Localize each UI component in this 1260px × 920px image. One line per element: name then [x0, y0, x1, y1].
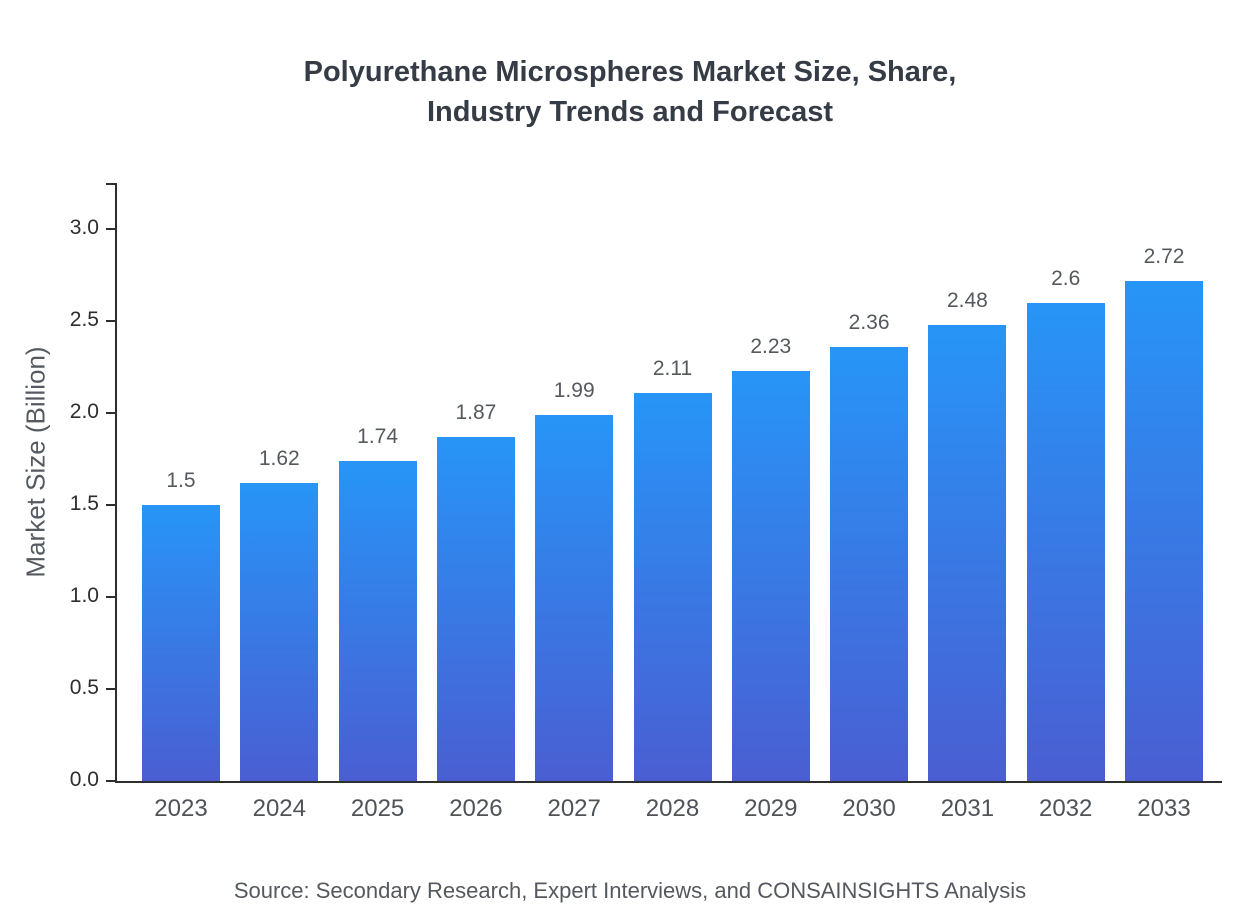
x-tick-label: 2028 — [645, 795, 700, 822]
y-axis-tick — [106, 228, 115, 230]
bar-value-label: 2.72 — [1143, 244, 1185, 268]
x-tick-label: 2027 — [547, 795, 601, 822]
bar-value-label: 1.5 — [166, 469, 196, 492]
bar-value-label: 1.87 — [455, 400, 497, 424]
bar-2030 — [830, 346, 909, 781]
x-tick-label: 2033 — [1137, 795, 1191, 822]
y-axis-tick — [106, 504, 115, 506]
x-tick-label: 2023 — [154, 795, 208, 822]
bar-2023 — [142, 505, 220, 781]
y-axis-tick — [106, 320, 115, 322]
y-axis-tick-label: 0.5 — [69, 676, 99, 699]
chart-title: Polyurethane Microspheres Market Size, S… — [303, 56, 957, 129]
y-axis-tick — [106, 412, 115, 414]
y-axis-tick — [106, 688, 115, 690]
x-tick-label: 2024 — [252, 795, 306, 822]
bar-2031 — [928, 324, 1007, 781]
bar-value-label: 2.6 — [1051, 266, 1081, 290]
bar-value-label: 1.74 — [357, 424, 399, 448]
bar-2033 — [1125, 280, 1203, 781]
x-tick-label: 2031 — [940, 795, 995, 822]
bar-2026 — [436, 436, 515, 781]
x-tick-label: 2026 — [449, 795, 503, 822]
y-axis-tick — [106, 596, 115, 598]
y-axis-tick-label: 3.0 — [69, 216, 99, 239]
y-axis-tick-label: 2.5 — [69, 308, 99, 331]
y-axis-title: Market Size (Billion) — [20, 346, 51, 578]
bar-value-label: 2.11 — [652, 356, 693, 380]
bar-value-label: 1.62 — [258, 446, 300, 470]
bar-2025 — [338, 460, 417, 781]
x-tick-label: 2029 — [744, 795, 798, 822]
bar-value-label: 2.23 — [750, 334, 792, 358]
plot-area: 0.0 0.5 1.0 1.5 2.0 2.5 3.0 1.5 2023 1.62 2024 1.74… — [70, 183, 1222, 822]
y-axis-tick-label: 2.0 — [69, 400, 99, 423]
bar-2029 — [731, 370, 810, 781]
y-axis-end-tick — [106, 183, 115, 185]
bar-2024 — [240, 482, 319, 781]
bar-value-label: 1.99 — [553, 378, 595, 402]
y-axis-tick — [106, 780, 115, 782]
source-caption: Source: Secondary Research, Expert Inter… — [233, 878, 1027, 903]
bar-2032 — [1026, 302, 1105, 781]
y-axis-tick-label: 0.0 — [69, 768, 99, 791]
x-tick-label: 2030 — [842, 795, 896, 822]
bar-value-label: 2.48 — [946, 288, 988, 312]
bar-2028 — [633, 392, 712, 781]
y-axis-tick-label: 1.5 — [69, 492, 99, 515]
x-tick-label: 2025 — [350, 795, 405, 822]
bar-2027 — [535, 414, 614, 781]
y-axis-tick-label: 1.0 — [69, 584, 99, 607]
bar-value-label: 2.36 — [848, 310, 890, 334]
x-tick-label: 2032 — [1038, 795, 1093, 822]
